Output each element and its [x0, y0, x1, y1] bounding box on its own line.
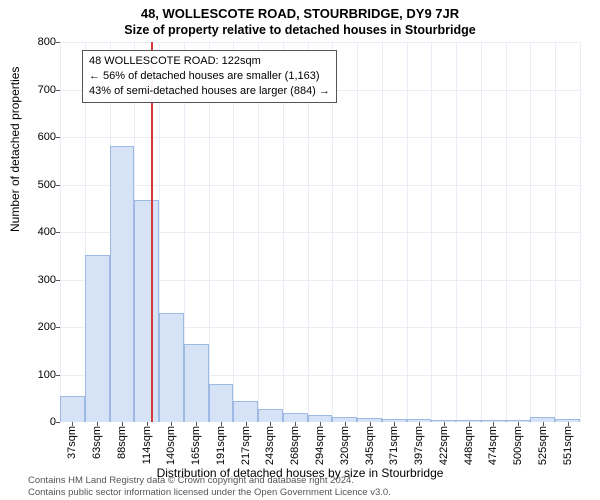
xtick-label: 294sqm	[314, 426, 326, 465]
xtick-label: 191sqm	[215, 426, 227, 465]
annotation-line-3: 43% of semi-detached houses are larger (…	[89, 84, 330, 99]
ytick-label: 800	[16, 36, 56, 48]
histogram-bar	[382, 419, 407, 422]
xtick-label: 448sqm	[463, 426, 475, 465]
gridline-v	[357, 42, 358, 422]
ytick-label: 0	[16, 416, 56, 428]
histogram-bar	[60, 396, 85, 422]
histogram-bar	[209, 384, 234, 422]
gridline-v	[555, 42, 556, 422]
histogram-bar	[407, 419, 432, 422]
credit-line-2: Contains public sector information licen…	[28, 487, 391, 498]
ytick-label: 600	[16, 131, 56, 143]
histogram-bar	[184, 344, 209, 422]
xtick-label: 37sqm	[66, 426, 78, 459]
xtick-label: 268sqm	[289, 426, 301, 465]
annotation-box: 48 WOLLESCOTE ROAD: 122sqm ← 56% of deta…	[82, 50, 337, 103]
xtick-label: 320sqm	[339, 426, 351, 465]
xtick-label: 63sqm	[91, 426, 103, 459]
page-title: 48, WOLLESCOTE ROAD, STOURBRIDGE, DY9 7J…	[0, 6, 600, 21]
xtick-label: 140sqm	[165, 426, 177, 465]
xtick-label: 114sqm	[141, 426, 153, 464]
ytick-label: 200	[16, 321, 56, 333]
gridline-v	[382, 42, 383, 422]
gridline-v	[506, 42, 507, 422]
histogram-bar	[134, 200, 159, 422]
xtick-label: 474sqm	[487, 426, 499, 465]
gridline-v	[530, 42, 531, 422]
histogram-bar	[85, 255, 110, 422]
annotation-line-2: ← 56% of detached houses are smaller (1,…	[89, 69, 330, 84]
xtick-label: 525sqm	[537, 426, 549, 465]
credit-text: Contains HM Land Registry data © Crown c…	[28, 475, 391, 498]
xtick-label: 397sqm	[413, 426, 425, 465]
ytick-label: 700	[16, 84, 56, 96]
ytick-mark	[56, 422, 60, 423]
gridline-v	[481, 42, 482, 422]
histogram-bar	[283, 413, 308, 423]
xtick-label: 243sqm	[264, 426, 276, 465]
histogram-bar	[308, 415, 333, 422]
annotation-line-1: 48 WOLLESCOTE ROAD: 122sqm	[89, 54, 330, 69]
gridline-v	[60, 42, 61, 422]
chart-area: 010020030040050060070080037sqm63sqm88sqm…	[60, 42, 580, 422]
histogram-bar	[530, 417, 555, 422]
xtick-label: 551sqm	[562, 426, 574, 465]
histogram-bar	[159, 313, 184, 422]
gridline-h	[60, 137, 580, 138]
gridline-h	[60, 185, 580, 186]
gridline-v	[431, 42, 432, 422]
gridline-v	[456, 42, 457, 422]
histogram-bar	[233, 401, 258, 422]
histogram-bar	[332, 417, 357, 422]
histogram-bar	[555, 419, 580, 422]
histogram-bar	[431, 420, 456, 422]
histogram-bar	[481, 420, 506, 422]
histogram-bar	[357, 418, 382, 422]
xtick-label: 371sqm	[388, 426, 400, 465]
histogram-bar	[110, 146, 135, 422]
xtick-label: 345sqm	[364, 426, 376, 465]
credit-line-1: Contains HM Land Registry data © Crown c…	[28, 475, 391, 486]
ytick-label: 500	[16, 179, 56, 191]
histogram-bar	[258, 409, 283, 422]
gridline-v	[580, 42, 581, 422]
page-subtitle: Size of property relative to detached ho…	[0, 23, 600, 37]
histogram-bar	[506, 420, 531, 422]
histogram-bar	[456, 420, 481, 422]
ytick-label: 100	[16, 369, 56, 381]
xtick-label: 165sqm	[190, 426, 202, 465]
gridline-v	[407, 42, 408, 422]
xtick-label: 500sqm	[512, 426, 524, 465]
ytick-label: 300	[16, 274, 56, 286]
ytick-label: 400	[16, 226, 56, 238]
xtick-label: 88sqm	[116, 426, 128, 459]
gridline-h	[60, 42, 580, 43]
xtick-label: 217sqm	[240, 426, 252, 465]
xtick-label: 422sqm	[438, 426, 450, 465]
